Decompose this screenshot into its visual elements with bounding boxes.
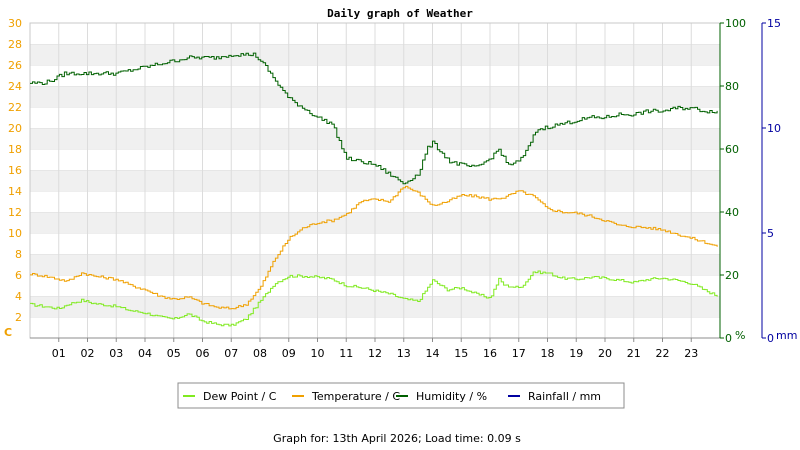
x-tick-label: 21	[627, 347, 641, 360]
rainfall-tick-label: 0	[767, 332, 774, 345]
humidity-tick-label: 40	[725, 206, 739, 219]
x-tick-label: 13	[397, 347, 411, 360]
temperature-tick-label: 22	[8, 101, 22, 114]
humidity-axis-unit: %	[735, 329, 745, 342]
x-tick-label: 05	[167, 347, 181, 360]
temperature-tick-label: 6	[15, 269, 22, 282]
temperature-tick-label: 24	[8, 80, 22, 93]
x-tick-label: 23	[684, 347, 698, 360]
humidity-tick-label: 20	[725, 269, 739, 282]
series-line-dew	[30, 270, 718, 327]
series-line-temperature	[30, 185, 718, 310]
rainfall-tick-label: 15	[767, 17, 781, 30]
x-tick-label: 11	[339, 347, 353, 360]
x-tick-label: 18	[541, 347, 555, 360]
rainfall-axis-ticks: 0 5 10 15	[762, 17, 781, 345]
humidity-tick-label: 60	[725, 143, 739, 156]
humidity-tick-label: 80	[725, 80, 739, 93]
x-tick-label: 20	[598, 347, 612, 360]
temperature-tick-label: 14	[8, 185, 22, 198]
x-tick-label: 12	[368, 347, 382, 360]
x-tick-label: 07	[224, 347, 238, 360]
footer-load-info: Graph for: 13th April 2026; Load time: 0…	[273, 432, 521, 445]
temperature-tick-label: 26	[8, 59, 22, 72]
temperature-tick-label: 16	[8, 164, 22, 177]
x-axis-ticks: 01 02 03 04 05 06 07 08 09 10 11 12 13 14 15 16 17 18 19 20…	[52, 338, 698, 360]
legend-label: Temperature / C	[311, 390, 400, 403]
rainfall-tick-label: 10	[767, 122, 781, 135]
temperature-tick-label: 10	[8, 227, 22, 240]
x-tick-label: 10	[311, 347, 325, 360]
x-tick-label: 04	[138, 347, 152, 360]
temperature-tick-label: 18	[8, 143, 22, 156]
series-line-humidity	[30, 52, 718, 185]
humidity-tick-label: 100	[725, 17, 746, 30]
x-tick-label: 22	[656, 347, 670, 360]
x-tick-label: 19	[569, 347, 583, 360]
legend: Dew Point / C Temperature / C Humidity / %…	[177, 382, 625, 409]
x-tick-label: 03	[109, 347, 123, 360]
humidity-tick-label: 0	[725, 332, 732, 345]
temperature-tick-label: 20	[8, 122, 22, 135]
temperature-tick-label: 30	[8, 17, 22, 30]
x-tick-label: 06	[196, 347, 210, 360]
x-tick-label: 14	[426, 347, 440, 360]
x-tick-label: 15	[454, 347, 468, 360]
x-tick-label: 01	[52, 347, 66, 360]
chart-title: Daily graph of Weather	[327, 7, 473, 20]
x-tick-label: 08	[253, 347, 267, 360]
rainfall-tick-label: 5	[767, 227, 774, 240]
temperature-axis-unit: C	[4, 326, 12, 339]
legend-label: Rainfall / mm	[528, 390, 601, 403]
temperature-tick-label: 12	[8, 206, 22, 219]
humidity-axis-ticks: 0 20 40 60 80 100	[720, 17, 746, 345]
temperature-tick-label: 4	[15, 290, 22, 303]
rainfall-axis-unit: mm	[776, 329, 797, 342]
x-tick-label: 09	[282, 347, 296, 360]
temperature-tick-label: 28	[8, 38, 22, 51]
legend-label: Dew Point / C	[203, 390, 277, 403]
vertical-gridlines	[58, 23, 692, 338]
temperature-tick-label: 2	[15, 311, 22, 324]
x-tick-label: 17	[512, 347, 526, 360]
x-tick-label: 16	[483, 347, 497, 360]
x-tick-label: 02	[81, 347, 95, 360]
legend-label: Humidity / %	[416, 390, 487, 403]
temperature-tick-label: 8	[15, 248, 22, 261]
